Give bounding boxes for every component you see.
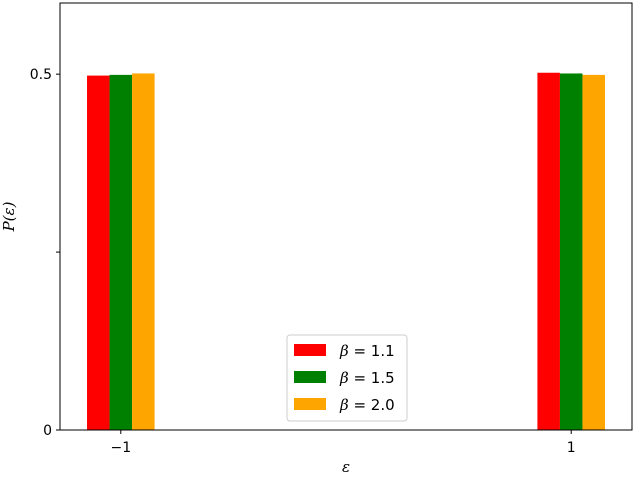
legend-entry-label: β = 1.5 [339,369,395,387]
legend-entry-label: β = 1.1 [339,342,395,360]
x-axis: −1 1 [110,430,576,456]
bar [559,73,583,430]
bar [132,73,155,430]
x-tick-label: 1 [567,440,576,456]
legend-entry-label: β = 2.0 [339,396,395,414]
legend-swatch [294,371,326,383]
legend: β = 1.1 β = 1.5 β = 2.0 [286,334,408,422]
x-tick-label: −1 [110,440,131,456]
plot-area-frame [59,2,633,431]
bar [109,74,133,431]
y-tick-label: 0.5 [30,67,52,83]
bars-group [87,72,605,431]
y-axis-label: P(ε) [0,201,18,232]
y-tick-label: 0 [43,423,52,439]
bar [537,72,560,430]
bar [582,74,605,431]
y-axis: 00.5 [30,67,60,439]
legend-swatch [294,344,326,356]
x-axis-label: ε [342,458,350,476]
legend-swatch [294,398,326,410]
bar [87,75,110,430]
